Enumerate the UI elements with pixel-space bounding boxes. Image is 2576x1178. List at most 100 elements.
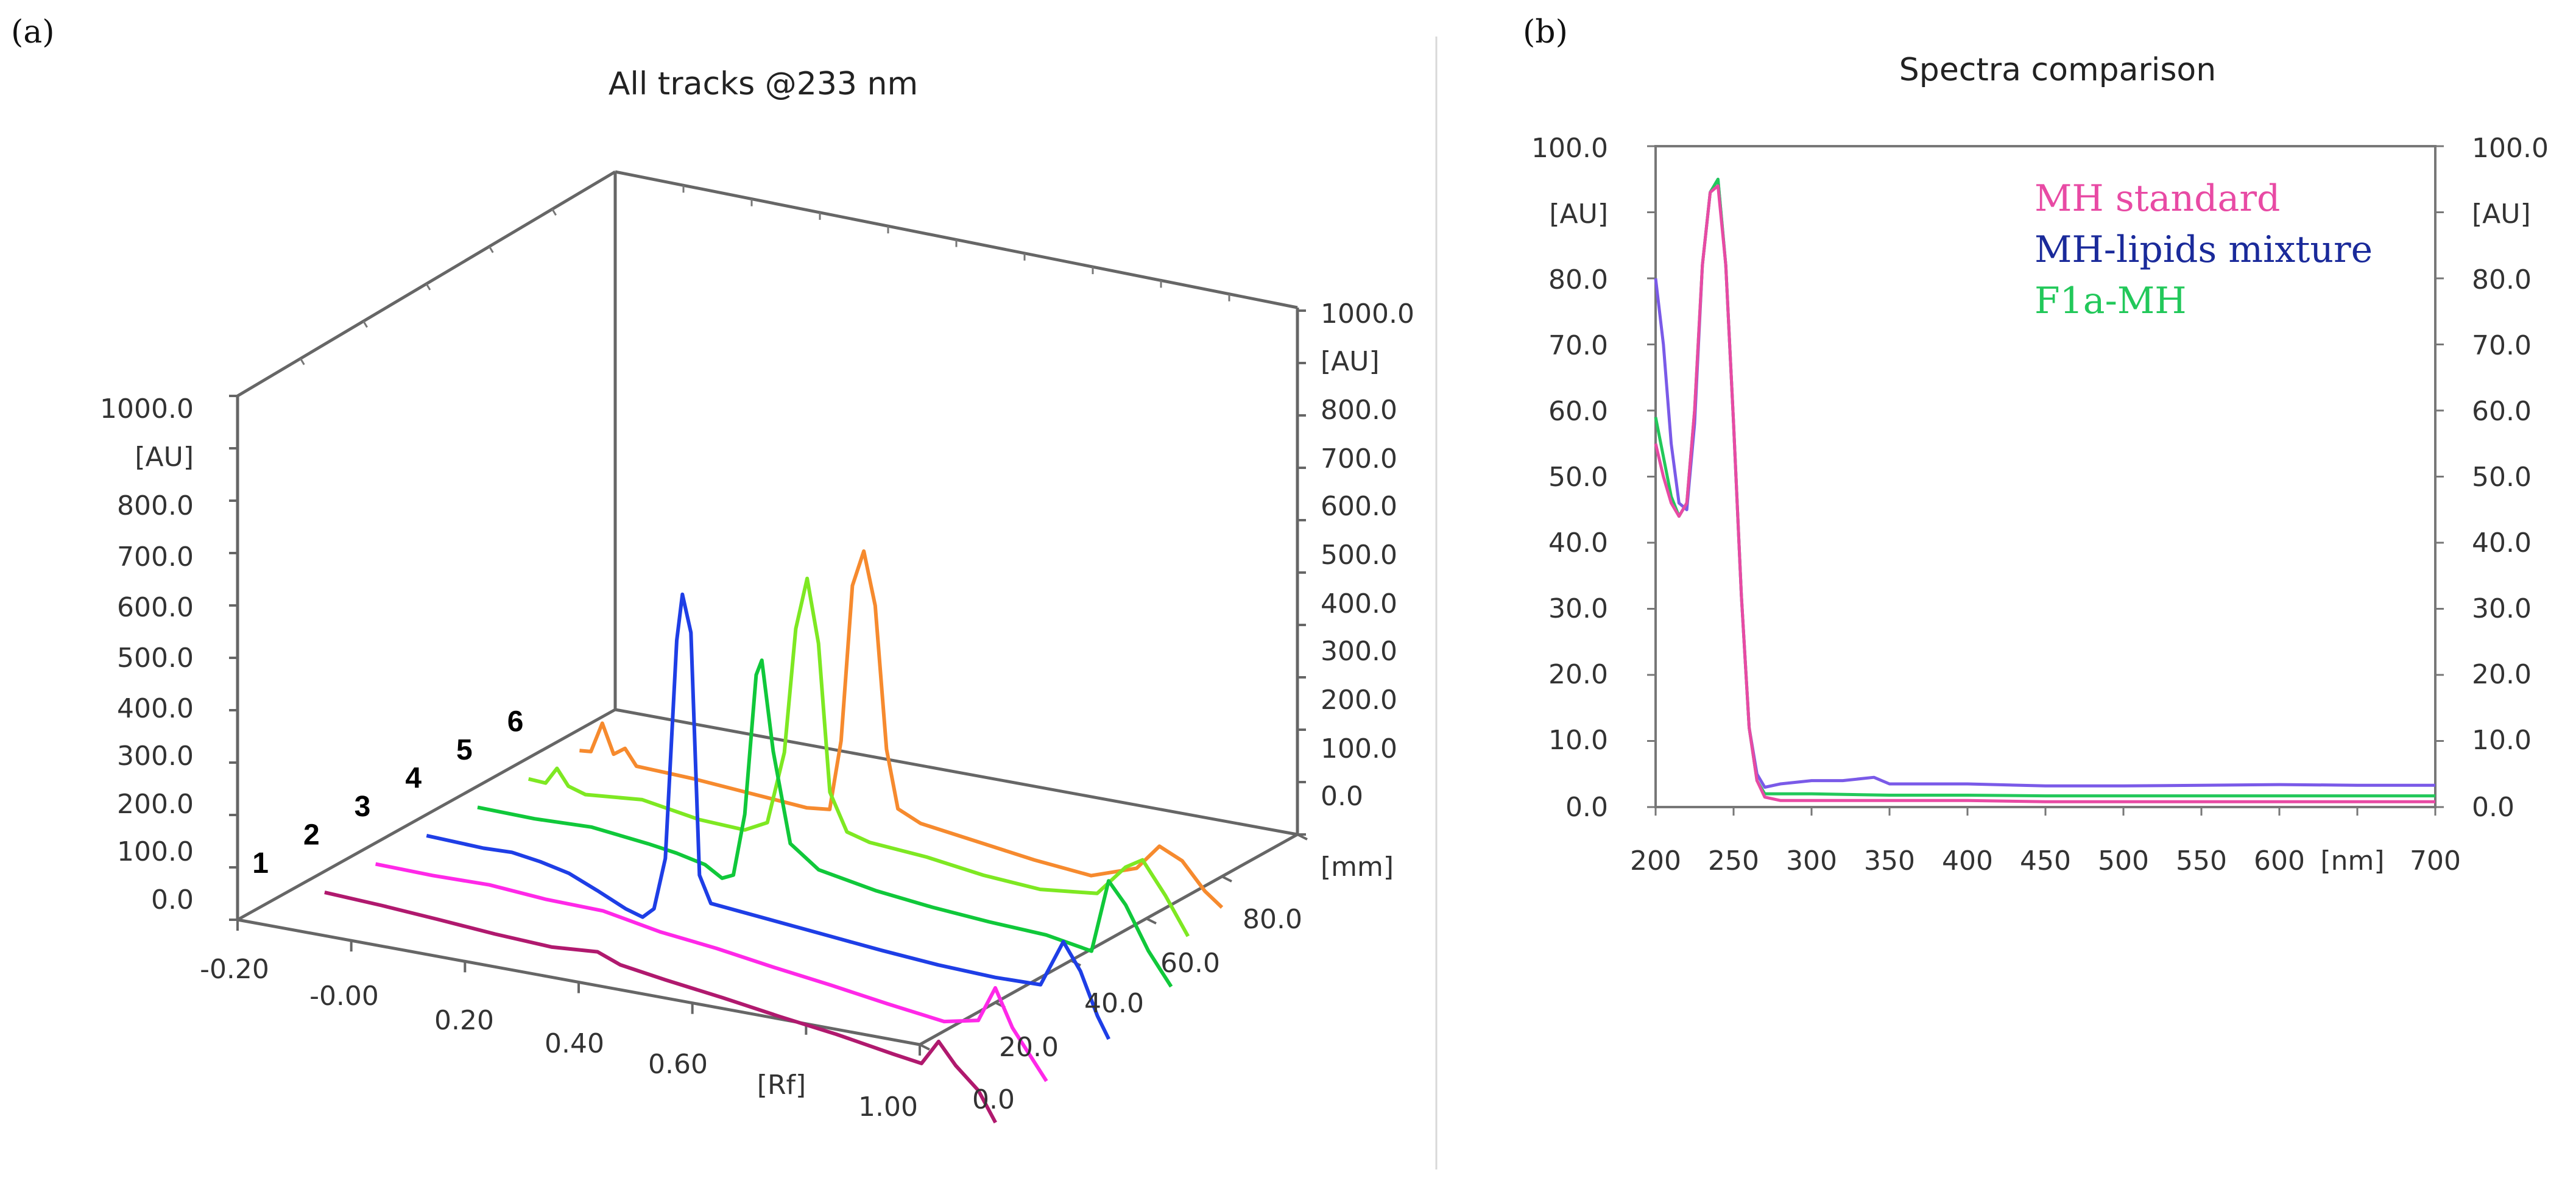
rf-tick: -0.00 — [309, 981, 379, 1012]
tracks — [324, 549, 1224, 1124]
left-au-tick: 800.0 — [117, 490, 194, 521]
top-edge-tickmark — [300, 358, 305, 365]
left-au-tick: 600.0 — [117, 592, 194, 623]
x-tick: 500 — [2098, 845, 2149, 876]
right-au-tick: 500.0 — [1321, 540, 1397, 571]
y-right-labels: 100.0 [AU] 80.0 70.0 60.0 50.0 40.0 30.0… — [2472, 133, 2549, 823]
track-number-label: 5 — [456, 734, 473, 766]
left-au-tick: 300.0 — [117, 741, 194, 772]
y-right-tick: 50.0 — [2472, 462, 2532, 493]
track-line-6 — [579, 549, 1224, 909]
y-right-tick: 30.0 — [2472, 593, 2532, 624]
track-line-1 — [324, 891, 997, 1124]
right-au-tick: 400.0 — [1321, 588, 1397, 619]
y-left-tick: 20.0 — [1548, 659, 1608, 690]
mm-tickmark — [1146, 917, 1157, 925]
panel-b-title: Spectra comparison — [1899, 52, 2216, 88]
right-au-tick: 700.0 — [1321, 443, 1397, 474]
y-left-tick: 80.0 — [1548, 264, 1608, 295]
right-au-unit: [AU] — [1321, 346, 1380, 377]
x-tick: 450 — [2020, 845, 2071, 876]
y-left-tick: 100.0 — [1531, 133, 1608, 164]
track-line-3 — [426, 592, 1110, 1040]
rf-labels: -0.20 -0.00 0.20 0.40 0.60 [Rf] 1.00 — [200, 954, 918, 1123]
legend-entry-f1a-mh: F1a-MH — [2034, 280, 2187, 322]
top-edge-tickmark — [551, 208, 557, 216]
x-tick: 600 — [2254, 845, 2305, 876]
rf-tick: 0.20 — [434, 1005, 494, 1036]
y-right-tick: 70.0 — [2472, 330, 2532, 361]
rf-tick: 0.60 — [648, 1049, 708, 1080]
y-right-tick: 60.0 — [2472, 396, 2532, 427]
mm-tickmark — [919, 1043, 930, 1051]
right-au-tick: 100.0 — [1321, 733, 1397, 764]
right-au-tick: 0.0 — [1321, 781, 1363, 812]
panel-a-title: All tracks @233 nm — [609, 66, 918, 102]
axis-ticks — [1647, 145, 2444, 816]
y-left-tick: 60.0 — [1548, 396, 1608, 427]
y-right-tick: 20.0 — [2472, 659, 2532, 690]
right-au-tick: 300.0 — [1321, 636, 1397, 667]
rf-tick: 0.40 — [545, 1028, 604, 1059]
y-right-tick: 0.0 — [2472, 792, 2514, 823]
mm-tick: 0.0 — [972, 1084, 1015, 1115]
y-left-tick: 30.0 — [1548, 593, 1608, 624]
panel-b: (b) Spectra comparison 100.0 [AU] 80.0 7… — [1523, 14, 2549, 876]
panel-a-label: (a) — [11, 14, 55, 51]
right-au-labels: 1000.0 [AU] 800.0 700.0 600.0 500.0 400.… — [1321, 298, 1414, 812]
x-labels: 200 250 300 350 400 450 500 550 600 [nm]… — [1630, 845, 2461, 876]
legend-entry-mh-standard: MH standard — [2034, 177, 2280, 220]
y-right-tick: 40.0 — [2472, 527, 2532, 559]
legend-entry-mh-lipids: MH-lipids mixture — [2034, 228, 2373, 271]
y-right-tick: 100.0 — [2472, 133, 2549, 164]
track-number-label: 2 — [303, 819, 320, 852]
left-au-unit: [AU] — [135, 442, 194, 473]
right-au-tick: 1000.0 — [1321, 298, 1414, 330]
track-number-label: 3 — [355, 791, 371, 823]
right-au-tick: 600.0 — [1321, 491, 1397, 522]
legend: MH standard MH-lipids mixture F1a-MH — [2034, 177, 2373, 322]
track-number-label: 6 — [507, 705, 524, 738]
x-tick: 400 — [1942, 845, 1993, 876]
rf-tick: 1.00 — [858, 1092, 918, 1123]
mm-tickmark — [1221, 875, 1232, 883]
track-line-2 — [375, 862, 1048, 1082]
y-left-tick: 40.0 — [1548, 527, 1608, 559]
x-tick: 300 — [1786, 845, 1837, 876]
left-au-tick: 1000.0 — [100, 393, 194, 425]
x-tick: 350 — [1864, 845, 1915, 876]
left-au-tick: 500.0 — [117, 643, 194, 674]
x-tick: 700 — [2410, 845, 2461, 876]
y-left-unit: [AU] — [1549, 199, 1608, 230]
x-tick: 550 — [2176, 845, 2227, 876]
series-line-0 — [1654, 184, 2435, 803]
rf-tick: -0.20 — [200, 954, 269, 985]
panel-b-label: (b) — [1523, 14, 1568, 51]
rf-unit: [Rf] — [757, 1070, 806, 1101]
right-au-tick: 800.0 — [1321, 395, 1397, 426]
top-edge-tickmark — [489, 245, 494, 253]
y-left-tick: 10.0 — [1548, 725, 1608, 756]
y-left-tick: 0.0 — [1565, 792, 1608, 823]
left-au-tick: 400.0 — [117, 693, 194, 724]
mm-labels: 0.0 20.0 40.0 60.0 80.0 [mm] — [972, 852, 1394, 1115]
left-au-labels: 1000.0 [AU] 800.0 700.0 600.0 500.0 400.… — [100, 393, 194, 915]
series-line-2 — [1654, 177, 2435, 798]
mm-tick: 60.0 — [1160, 948, 1220, 979]
panel-a: (a) All tracks @233 nm 1 2 3 4 5 6 1000.0 [AU… — [11, 14, 1414, 1124]
y-left-tick: 50.0 — [1548, 462, 1608, 493]
left-au-tick: 100.0 — [117, 836, 194, 867]
left-au-tick: 200.0 — [117, 789, 194, 820]
top-edge-tickmark — [425, 283, 431, 291]
floor-left-edge — [236, 708, 616, 922]
left-au-tick: 0.0 — [151, 884, 194, 915]
mm-unit: [mm] — [1321, 852, 1394, 883]
y-left-tick: 70.0 — [1548, 330, 1608, 361]
mm-tick: 20.0 — [999, 1032, 1059, 1063]
x-unit: [nm] — [2320, 845, 2384, 876]
mm-tickmark — [1297, 833, 1308, 841]
x-tick: 200 — [1630, 845, 1681, 876]
y-right-tick: 80.0 — [2472, 264, 2532, 295]
y-right-unit: [AU] — [2472, 199, 2531, 230]
